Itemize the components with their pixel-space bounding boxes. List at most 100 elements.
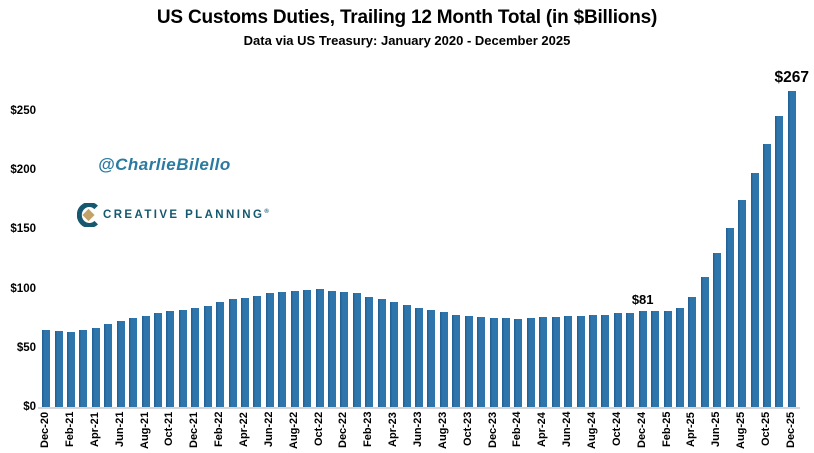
bar-May-22 [253, 295, 262, 407]
x-tick-label: Dec-25 [784, 412, 797, 449]
bar-Dec-25 [787, 90, 796, 407]
bar-Apr-23 [390, 301, 399, 407]
bar-Mar-22 [228, 299, 237, 407]
bar-Feb-23 [365, 296, 374, 407]
bar-Feb-21 [67, 332, 76, 407]
bar-May-23 [402, 305, 411, 407]
x-axis-line [38, 407, 800, 409]
bar-Oct-24 [613, 313, 622, 407]
bar-Apr-25 [688, 296, 697, 407]
bar-Jan-22 [203, 306, 212, 407]
bar-Sep-22 [303, 289, 312, 407]
bar-Jan-23 [352, 293, 361, 407]
bar-Sep-23 [452, 314, 461, 407]
x-tick-label: Dec-21 [188, 412, 201, 449]
x-tick-label: Aug-24 [585, 412, 598, 450]
bar-Aug-24 [588, 314, 597, 407]
brand-name: CREATIVE PLANNING® [103, 209, 269, 221]
x-tick-label: Apr-25 [685, 412, 698, 447]
x-tick-label: Apr-22 [238, 412, 251, 447]
bar-Mar-25 [675, 307, 684, 407]
bar-Dec-20 [42, 330, 51, 407]
x-tick-label: Feb-22 [213, 412, 226, 448]
bar-Feb-25 [663, 311, 672, 407]
bar-Aug-21 [141, 315, 150, 407]
plot-area [40, 70, 800, 407]
bar-Oct-25 [762, 144, 771, 407]
x-tick-label: Dec-23 [486, 412, 499, 449]
registered-mark: ® [264, 209, 269, 216]
y-tick-label: $50 [16, 341, 36, 354]
bar-Oct-21 [166, 311, 175, 407]
bar-Jun-25 [713, 253, 722, 407]
x-tick-label: Oct-24 [610, 412, 623, 447]
bar-Aug-25 [738, 199, 747, 407]
y-tick-label: $0 [23, 401, 36, 413]
x-tick-label: Jun-25 [710, 412, 723, 448]
x-tick-label: Apr-24 [536, 412, 549, 447]
bar-Jun-22 [265, 293, 274, 407]
author-watermark: @CharlieBilello [98, 155, 231, 174]
bar-Sep-21 [154, 313, 163, 407]
x-tick-label: Feb-24 [511, 412, 524, 448]
bar-Jan-21 [54, 331, 63, 407]
x-tick-label: Apr-21 [88, 412, 101, 447]
bar-Apr-24 [539, 317, 548, 407]
x-tick-label: Feb-25 [660, 412, 673, 448]
bar-Jul-22 [278, 292, 287, 407]
x-tick-label: Feb-23 [362, 412, 375, 448]
x-tick-label: Jun-22 [262, 412, 275, 448]
bar-Jan-24 [501, 318, 510, 407]
bar-Jul-24 [576, 315, 585, 407]
bar-Sep-24 [601, 314, 610, 407]
bar-Aug-22 [290, 290, 299, 407]
x-tick-label: Oct-22 [312, 412, 325, 447]
bar-Jul-25 [725, 228, 734, 407]
chart-subtitle: Data via US Treasury: January 2020 - Dec… [243, 33, 571, 48]
bar-Aug-23 [439, 312, 448, 407]
bar-May-24 [551, 317, 560, 407]
x-tick-label: Feb-21 [64, 412, 77, 448]
bar-Dec-22 [340, 292, 349, 407]
bar-Jun-23 [415, 307, 423, 407]
bar-Dec-23 [489, 318, 498, 407]
bar-Nov-25 [775, 115, 784, 407]
bar-Feb-24 [514, 319, 523, 407]
bar-Jun-21 [116, 320, 125, 407]
x-tick-label: Jun-21 [113, 412, 126, 448]
x-tick-label: Dec-22 [337, 412, 350, 449]
x-tick-label: Dec-24 [635, 412, 648, 449]
chart-title: US Customs Duties, Trailing 12 Month Tot… [156, 7, 658, 28]
bar-May-25 [700, 276, 709, 407]
bar-Apr-22 [241, 298, 250, 407]
x-tick-label: Aug-22 [287, 412, 300, 450]
creative-planning-c-icon [76, 202, 100, 232]
bar-Dec-21 [191, 307, 200, 407]
bar-Oct-22 [315, 288, 324, 407]
x-tick-label: Aug-23 [436, 412, 449, 450]
data-label-Dec-24: $81 [631, 292, 654, 308]
data-label-Dec-25: $267 [774, 69, 810, 87]
x-tick-label: Oct-25 [759, 412, 772, 447]
x-tick-label: Oct-23 [461, 412, 474, 447]
x-tick-label: Apr-23 [387, 412, 400, 447]
bar-Jul-21 [129, 318, 138, 407]
x-tick-label: Oct-21 [163, 412, 176, 447]
bar-Mar-23 [377, 299, 386, 407]
bar-Nov-23 [477, 317, 486, 407]
bar-Dec-24 [638, 311, 647, 407]
bar-Jul-23 [427, 309, 436, 407]
bar-Jan-25 [651, 311, 660, 407]
y-tick-label: $250 [10, 105, 36, 117]
bar-Nov-21 [178, 309, 187, 407]
bar-May-21 [104, 324, 113, 407]
bar-Oct-23 [464, 315, 473, 407]
bar-Feb-22 [216, 301, 225, 407]
bar-Jun-24 [564, 315, 573, 407]
x-tick-label: Aug-21 [138, 412, 151, 450]
bar-Nov-24 [626, 313, 635, 407]
bar-Nov-22 [328, 290, 337, 407]
y-tick-label: $150 [10, 223, 36, 236]
x-tick-label: Dec-20 [39, 412, 52, 449]
